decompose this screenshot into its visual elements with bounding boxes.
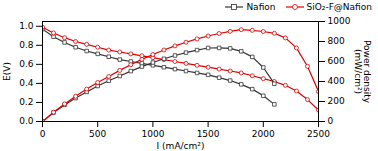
svg-text:400: 400 [328, 76, 345, 86]
svg-text:0.2: 0.2 [19, 97, 33, 107]
svg-text:E(V): E(V) [2, 62, 12, 81]
svg-text:1500: 1500 [197, 129, 220, 139]
svg-text:800: 800 [328, 36, 345, 46]
svg-text:500: 500 [89, 129, 106, 139]
svg-text:1.0: 1.0 [19, 21, 34, 31]
svg-text:0.4: 0.4 [19, 78, 34, 88]
html-text:Nafion: Nafion [246, 1, 276, 12]
svg-text:0: 0 [328, 116, 334, 126]
html-text:SiO₂-F@Nafion: SiO₂-F@Nafion [306, 1, 372, 12]
svg-text:I (mA/cm²): I (mA/cm²) [157, 141, 205, 151]
svg-text:0.8: 0.8 [19, 40, 34, 50]
svg-text:2000: 2000 [252, 129, 275, 139]
svg-text:Power density(mW/cm²): Power density(mW/cm²) [353, 40, 372, 104]
svg-text:1000: 1000 [328, 16, 351, 26]
svg-text:2500: 2500 [307, 129, 330, 139]
svg-text:200: 200 [328, 96, 345, 106]
svg-text:0.6: 0.6 [19, 59, 34, 69]
svg-text:600: 600 [328, 56, 345, 66]
svg-text:0: 0 [40, 129, 46, 139]
svg-text:1000: 1000 [141, 129, 164, 139]
svg-text:0.0: 0.0 [19, 116, 34, 126]
